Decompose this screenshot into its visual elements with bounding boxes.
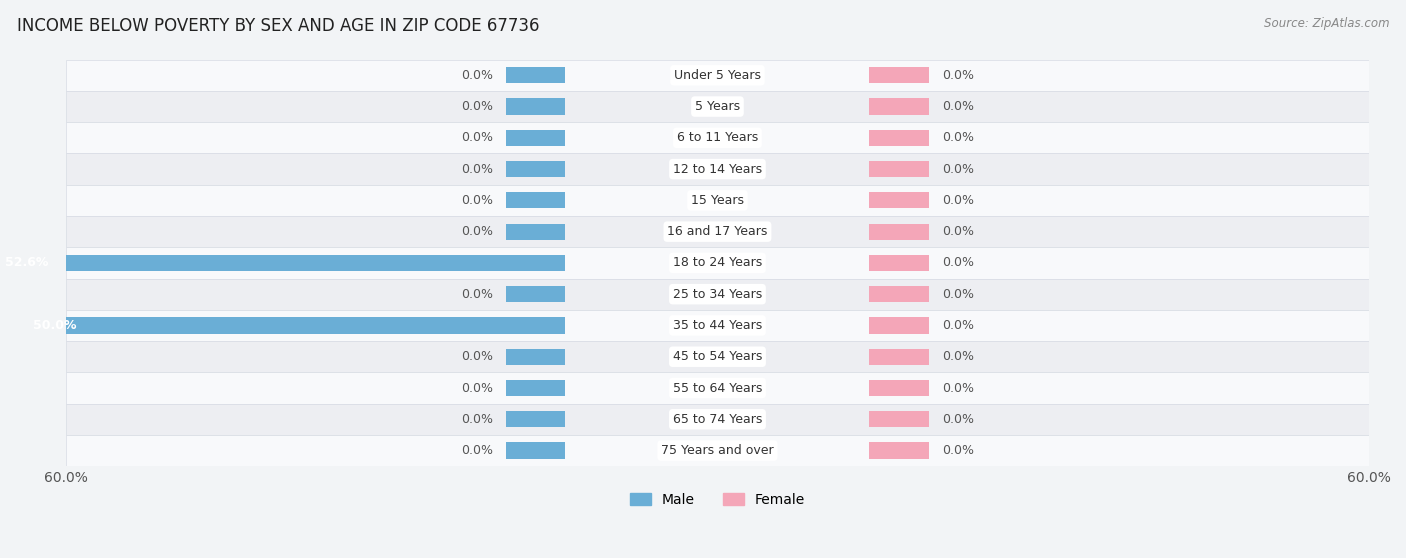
Bar [869,380,929,396]
Text: 0.0%: 0.0% [461,350,492,363]
Bar [66,341,1369,372]
Text: INCOME BELOW POVERTY BY SEX AND AGE IN ZIP CODE 67736: INCOME BELOW POVERTY BY SEX AND AGE IN Z… [17,17,540,35]
Text: 0.0%: 0.0% [942,257,974,270]
Bar [869,255,929,271]
Text: 0.0%: 0.0% [942,382,974,395]
Bar [506,442,565,459]
Text: 0.0%: 0.0% [461,413,492,426]
Bar [869,67,929,83]
Text: 65 to 74 Years: 65 to 74 Years [672,413,762,426]
Bar [66,122,1369,153]
Text: 0.0%: 0.0% [461,225,492,238]
Bar [869,193,929,209]
Bar [66,403,1369,435]
Text: 0.0%: 0.0% [942,225,974,238]
Bar [66,185,1369,216]
Bar [66,153,1369,185]
Text: Source: ZipAtlas.com: Source: ZipAtlas.com [1264,17,1389,30]
Text: 0.0%: 0.0% [942,288,974,301]
Bar [506,286,565,302]
Text: 52.6%: 52.6% [6,257,48,270]
Text: 0.0%: 0.0% [461,162,492,176]
Text: 0.0%: 0.0% [942,69,974,82]
Text: 0.0%: 0.0% [942,350,974,363]
Bar [506,161,565,177]
Bar [22,318,565,334]
Text: 75 Years and over: 75 Years and over [661,444,773,457]
Bar [506,411,565,427]
Bar [506,224,565,240]
Bar [66,278,1369,310]
Text: 0.0%: 0.0% [461,444,492,457]
Text: 15 Years: 15 Years [690,194,744,207]
Bar [869,224,929,240]
Bar [869,98,929,115]
Bar [66,60,1369,91]
Bar [506,67,565,83]
Bar [506,380,565,396]
Bar [66,435,1369,466]
Bar [506,193,565,209]
Text: 16 and 17 Years: 16 and 17 Years [668,225,768,238]
Bar [869,442,929,459]
Bar [66,247,1369,278]
Text: 6 to 11 Years: 6 to 11 Years [676,131,758,145]
Text: 0.0%: 0.0% [942,444,974,457]
Bar [869,411,929,427]
Text: 50.0%: 50.0% [34,319,77,332]
Bar [66,91,1369,122]
Bar [506,349,565,365]
Text: 12 to 14 Years: 12 to 14 Years [673,162,762,176]
Text: 0.0%: 0.0% [461,100,492,113]
Bar [869,129,929,146]
Text: Under 5 Years: Under 5 Years [673,69,761,82]
Text: 35 to 44 Years: 35 to 44 Years [673,319,762,332]
Text: 0.0%: 0.0% [461,131,492,145]
Text: 55 to 64 Years: 55 to 64 Years [672,382,762,395]
Text: 0.0%: 0.0% [461,382,492,395]
Bar [506,129,565,146]
Bar [869,161,929,177]
Bar [869,286,929,302]
Bar [869,349,929,365]
Legend: Male, Female: Male, Female [624,487,810,512]
Text: 0.0%: 0.0% [461,194,492,207]
Text: 0.0%: 0.0% [942,100,974,113]
Bar [869,318,929,334]
Text: 45 to 54 Years: 45 to 54 Years [672,350,762,363]
Text: 0.0%: 0.0% [942,413,974,426]
Text: 25 to 34 Years: 25 to 34 Years [673,288,762,301]
Text: 0.0%: 0.0% [942,319,974,332]
Bar [66,310,1369,341]
Bar [66,216,1369,247]
Bar [0,255,565,271]
Text: 0.0%: 0.0% [461,69,492,82]
Text: 18 to 24 Years: 18 to 24 Years [673,257,762,270]
Text: 5 Years: 5 Years [695,100,740,113]
Text: 0.0%: 0.0% [942,194,974,207]
Bar [66,372,1369,403]
Text: 0.0%: 0.0% [942,162,974,176]
Text: 0.0%: 0.0% [942,131,974,145]
Text: 0.0%: 0.0% [461,288,492,301]
Bar [506,98,565,115]
